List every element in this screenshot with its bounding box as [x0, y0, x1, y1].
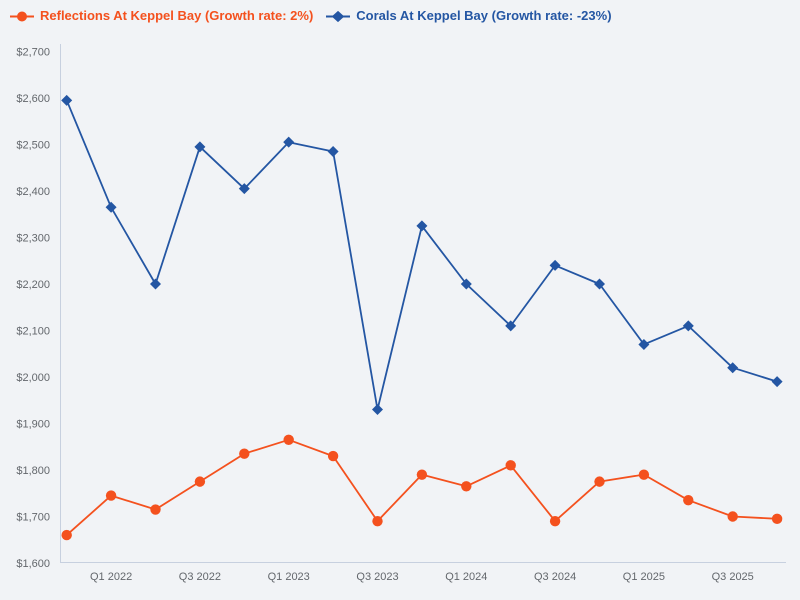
- data-point-reflections[interactable]: [105, 490, 117, 501]
- y-axis-tick-label: $2,400: [16, 186, 50, 198]
- data-point-reflections[interactable]: [239, 448, 250, 459]
- y-axis-tick-label: $2,300: [16, 232, 50, 244]
- data-point-corals[interactable]: [283, 136, 295, 148]
- y-axis-tick-label: $1,600: [16, 558, 50, 570]
- y-axis-tick-label: $2,700: [16, 46, 50, 58]
- data-point-corals[interactable]: [372, 404, 383, 416]
- data-point-reflections[interactable]: [416, 469, 428, 480]
- data-point-reflections[interactable]: [461, 481, 472, 492]
- data-point-corals[interactable]: [638, 338, 650, 350]
- x-axis-tick-label: Q1 2025: [623, 571, 665, 583]
- diamond-marker-icon: [326, 10, 351, 22]
- data-point-reflections[interactable]: [549, 515, 561, 527]
- legend-item-reflections[interactable]: Reflections At Keppel Bay (Growth rate: …: [9, 7, 313, 25]
- legend-label-reflections: Reflections At Keppel Bay (Growth rate: …: [40, 8, 314, 23]
- y-axis-tick-label: $2,600: [16, 93, 50, 105]
- data-point-corals[interactable]: [505, 320, 517, 332]
- data-point-reflections[interactable]: [505, 460, 516, 471]
- data-point-reflections[interactable]: [683, 495, 694, 506]
- data-point-reflections[interactable]: [771, 513, 783, 525]
- data-point-reflections[interactable]: [194, 476, 206, 487]
- data-point-reflections[interactable]: [283, 434, 294, 445]
- x-axis-tick-label: Q3 2024: [534, 571, 576, 583]
- data-point-reflections[interactable]: [327, 450, 339, 462]
- y-axis-tick-label: $2,200: [16, 279, 50, 291]
- data-point-reflections[interactable]: [594, 476, 605, 487]
- legend-label-corals: Corals At Keppel Bay (Growth rate: -23%): [356, 8, 612, 23]
- chart-legend: Reflections At Keppel Bay (Growth rate: …: [9, 7, 612, 25]
- y-axis-tick-label: $1,900: [16, 418, 50, 430]
- data-point-reflections[interactable]: [727, 511, 738, 522]
- data-point-corals[interactable]: [61, 94, 73, 106]
- data-point-reflections[interactable]: [638, 469, 650, 480]
- x-axis-tick-label: Q1 2022: [90, 571, 132, 583]
- x-axis-tick-label: Q1 2023: [268, 571, 310, 583]
- legend-item-corals[interactable]: Corals At Keppel Bay (Growth rate: -23%): [325, 7, 612, 25]
- x-axis-tick-label: Q3 2023: [356, 571, 398, 583]
- data-point-reflections[interactable]: [372, 515, 383, 527]
- data-point-corals[interactable]: [105, 201, 117, 213]
- data-point-corals[interactable]: [238, 183, 250, 195]
- x-axis-tick-label: Q3 2022: [179, 571, 221, 583]
- y-axis-tick-label: $2,100: [16, 325, 50, 337]
- data-point-corals[interactable]: [194, 141, 206, 153]
- y-axis-tick-label: $1,700: [16, 511, 50, 523]
- circle-marker-icon: [10, 11, 34, 21]
- data-point-corals[interactable]: [327, 145, 339, 157]
- data-point-corals[interactable]: [594, 278, 605, 290]
- y-axis-tick-label: $2,500: [16, 139, 50, 151]
- y-axis-tick-label: $1,800: [16, 465, 50, 477]
- data-point-reflections[interactable]: [61, 529, 72, 541]
- y-axis-tick-label: $2,000: [16, 372, 50, 384]
- data-point-corals[interactable]: [727, 362, 739, 374]
- data-point-corals[interactable]: [460, 278, 472, 290]
- data-point-reflections[interactable]: [150, 504, 161, 515]
- data-point-corals[interactable]: [150, 278, 161, 290]
- data-point-corals[interactable]: [549, 259, 561, 271]
- x-axis-tick-label: Q1 2024: [445, 571, 487, 583]
- data-point-corals[interactable]: [682, 320, 694, 332]
- data-point-corals[interactable]: [771, 376, 783, 388]
- series-line-reflections: [66, 438, 778, 536]
- data-point-corals[interactable]: [416, 220, 428, 232]
- series-line-corals: [65, 99, 778, 411]
- x-axis-tick-label: Q3 2025: [712, 571, 754, 583]
